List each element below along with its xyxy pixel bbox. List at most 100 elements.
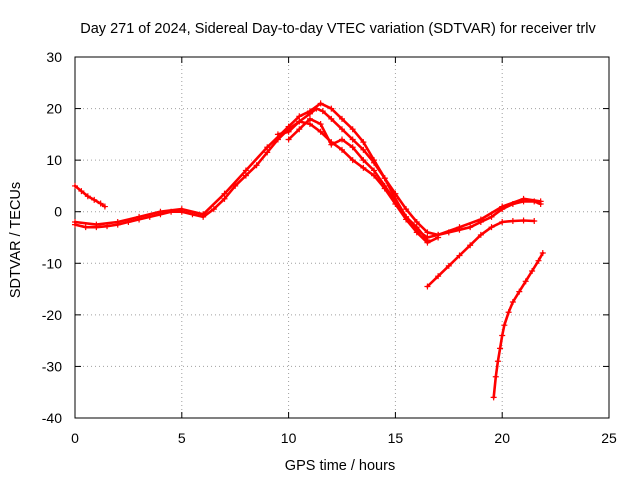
y-axis-label: SDTVAR / TECUs (8, 182, 24, 298)
data-point (264, 144, 271, 151)
data-point (136, 213, 143, 220)
data-point (285, 128, 292, 135)
data-point (319, 108, 326, 115)
series-arc-late-1 (424, 217, 538, 290)
x-tick-label: 10 (281, 430, 297, 446)
data-series (72, 100, 546, 401)
data-point (516, 288, 523, 295)
y-tick-label: -40 (42, 410, 62, 426)
data-point (403, 206, 410, 213)
data-point (328, 115, 335, 122)
data-point (210, 206, 217, 213)
data-point (274, 131, 281, 138)
y-axis-ticks: -40 -30 -20 -10 0 10 20 30 (42, 49, 609, 426)
data-point (529, 268, 536, 275)
data-point (349, 157, 356, 164)
x-tick-label: 15 (388, 430, 404, 446)
series-line (287, 117, 429, 242)
x-axis-ticks: 0 5 10 15 20 25 (71, 57, 617, 446)
data-point (221, 190, 228, 197)
data-point (477, 231, 484, 238)
data-point (78, 188, 85, 195)
x-tick-label: 25 (601, 430, 617, 446)
data-point (242, 172, 249, 179)
data-point (501, 322, 508, 329)
data-point (371, 157, 378, 164)
data-point (535, 257, 542, 264)
data-point (339, 136, 345, 143)
data-point (264, 149, 271, 156)
data-point (82, 224, 89, 231)
data-point (296, 118, 303, 125)
data-point (499, 219, 506, 226)
data-point (488, 224, 495, 231)
data-point (200, 211, 207, 218)
data-point (531, 217, 538, 224)
data-point (285, 123, 292, 130)
data-point (306, 108, 313, 115)
data-point (435, 234, 442, 241)
data-point (253, 162, 260, 169)
y-tick-label: 30 (46, 49, 62, 65)
data-point (101, 203, 108, 210)
y-tick-label: -20 (42, 307, 62, 323)
data-point (349, 144, 356, 151)
data-point (91, 196, 98, 203)
data-point (509, 217, 516, 224)
data-point (494, 358, 501, 365)
x-tick-label: 5 (178, 430, 186, 446)
y-tick-label: -10 (42, 255, 62, 271)
grid-lines (75, 57, 609, 418)
data-point (490, 394, 497, 401)
plot-frame (74, 56, 610, 419)
data-point (456, 224, 463, 231)
series-arc-early (72, 182, 108, 210)
data-point (328, 141, 335, 148)
data-point (349, 136, 356, 143)
data-point (467, 224, 474, 231)
data-point (360, 139, 367, 146)
data-point (360, 164, 367, 171)
y-tick-label: 0 (54, 204, 62, 220)
data-point (317, 100, 324, 107)
data-point (392, 198, 399, 205)
data-point (84, 193, 91, 200)
data-point (381, 175, 388, 182)
series-arc-late-2 (490, 249, 546, 401)
data-point (360, 146, 367, 153)
data-point (296, 126, 303, 133)
data-point (413, 219, 420, 226)
data-point (296, 113, 303, 120)
data-point (413, 229, 420, 236)
data-point (499, 203, 506, 210)
data-point (339, 126, 345, 133)
data-point (505, 309, 512, 316)
data-point (492, 373, 499, 380)
data-point (339, 115, 345, 122)
data-point (360, 157, 367, 164)
series-arc-main-4 (285, 115, 431, 244)
data-point (381, 182, 388, 189)
data-point (413, 224, 420, 231)
series-arc-main-1 (72, 105, 544, 238)
data-point (317, 128, 324, 135)
data-point (97, 200, 104, 207)
data-point (522, 278, 529, 285)
data-point (509, 298, 516, 305)
data-point (93, 221, 100, 228)
series-line (492, 251, 545, 399)
data-point (72, 182, 78, 189)
data-point (477, 216, 484, 223)
data-point (221, 195, 228, 202)
data-point (317, 121, 324, 128)
data-point (371, 167, 378, 174)
data-point (520, 195, 527, 202)
x-axis-label: GPS time / hours (285, 458, 395, 474)
data-point (424, 237, 431, 244)
data-point (285, 136, 292, 143)
data-point (467, 242, 474, 249)
data-point (72, 219, 78, 226)
data-point (499, 332, 506, 339)
data-point (403, 213, 410, 220)
